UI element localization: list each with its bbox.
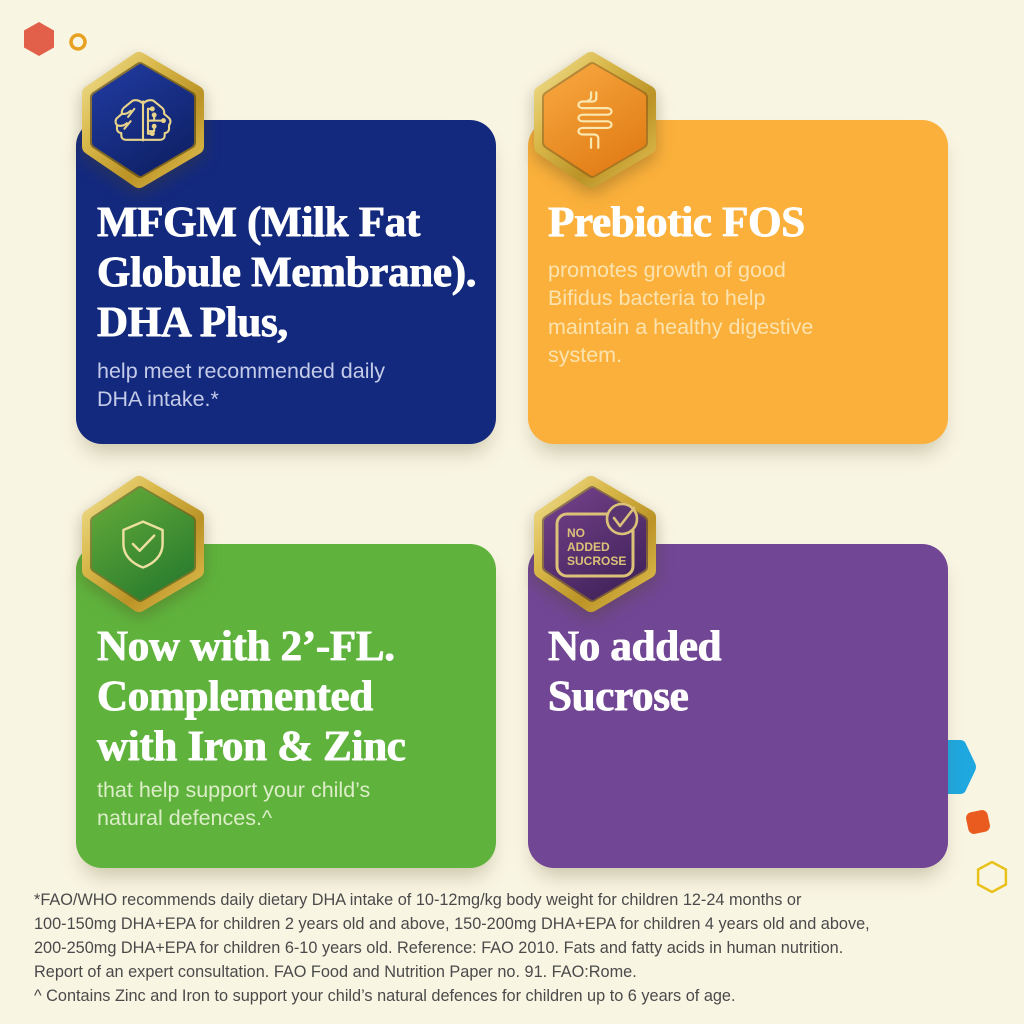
svg-text:NO: NO bbox=[567, 526, 585, 540]
svg-text:ADDED: ADDED bbox=[567, 540, 610, 554]
svg-text:SUCROSE: SUCROSE bbox=[567, 554, 626, 568]
